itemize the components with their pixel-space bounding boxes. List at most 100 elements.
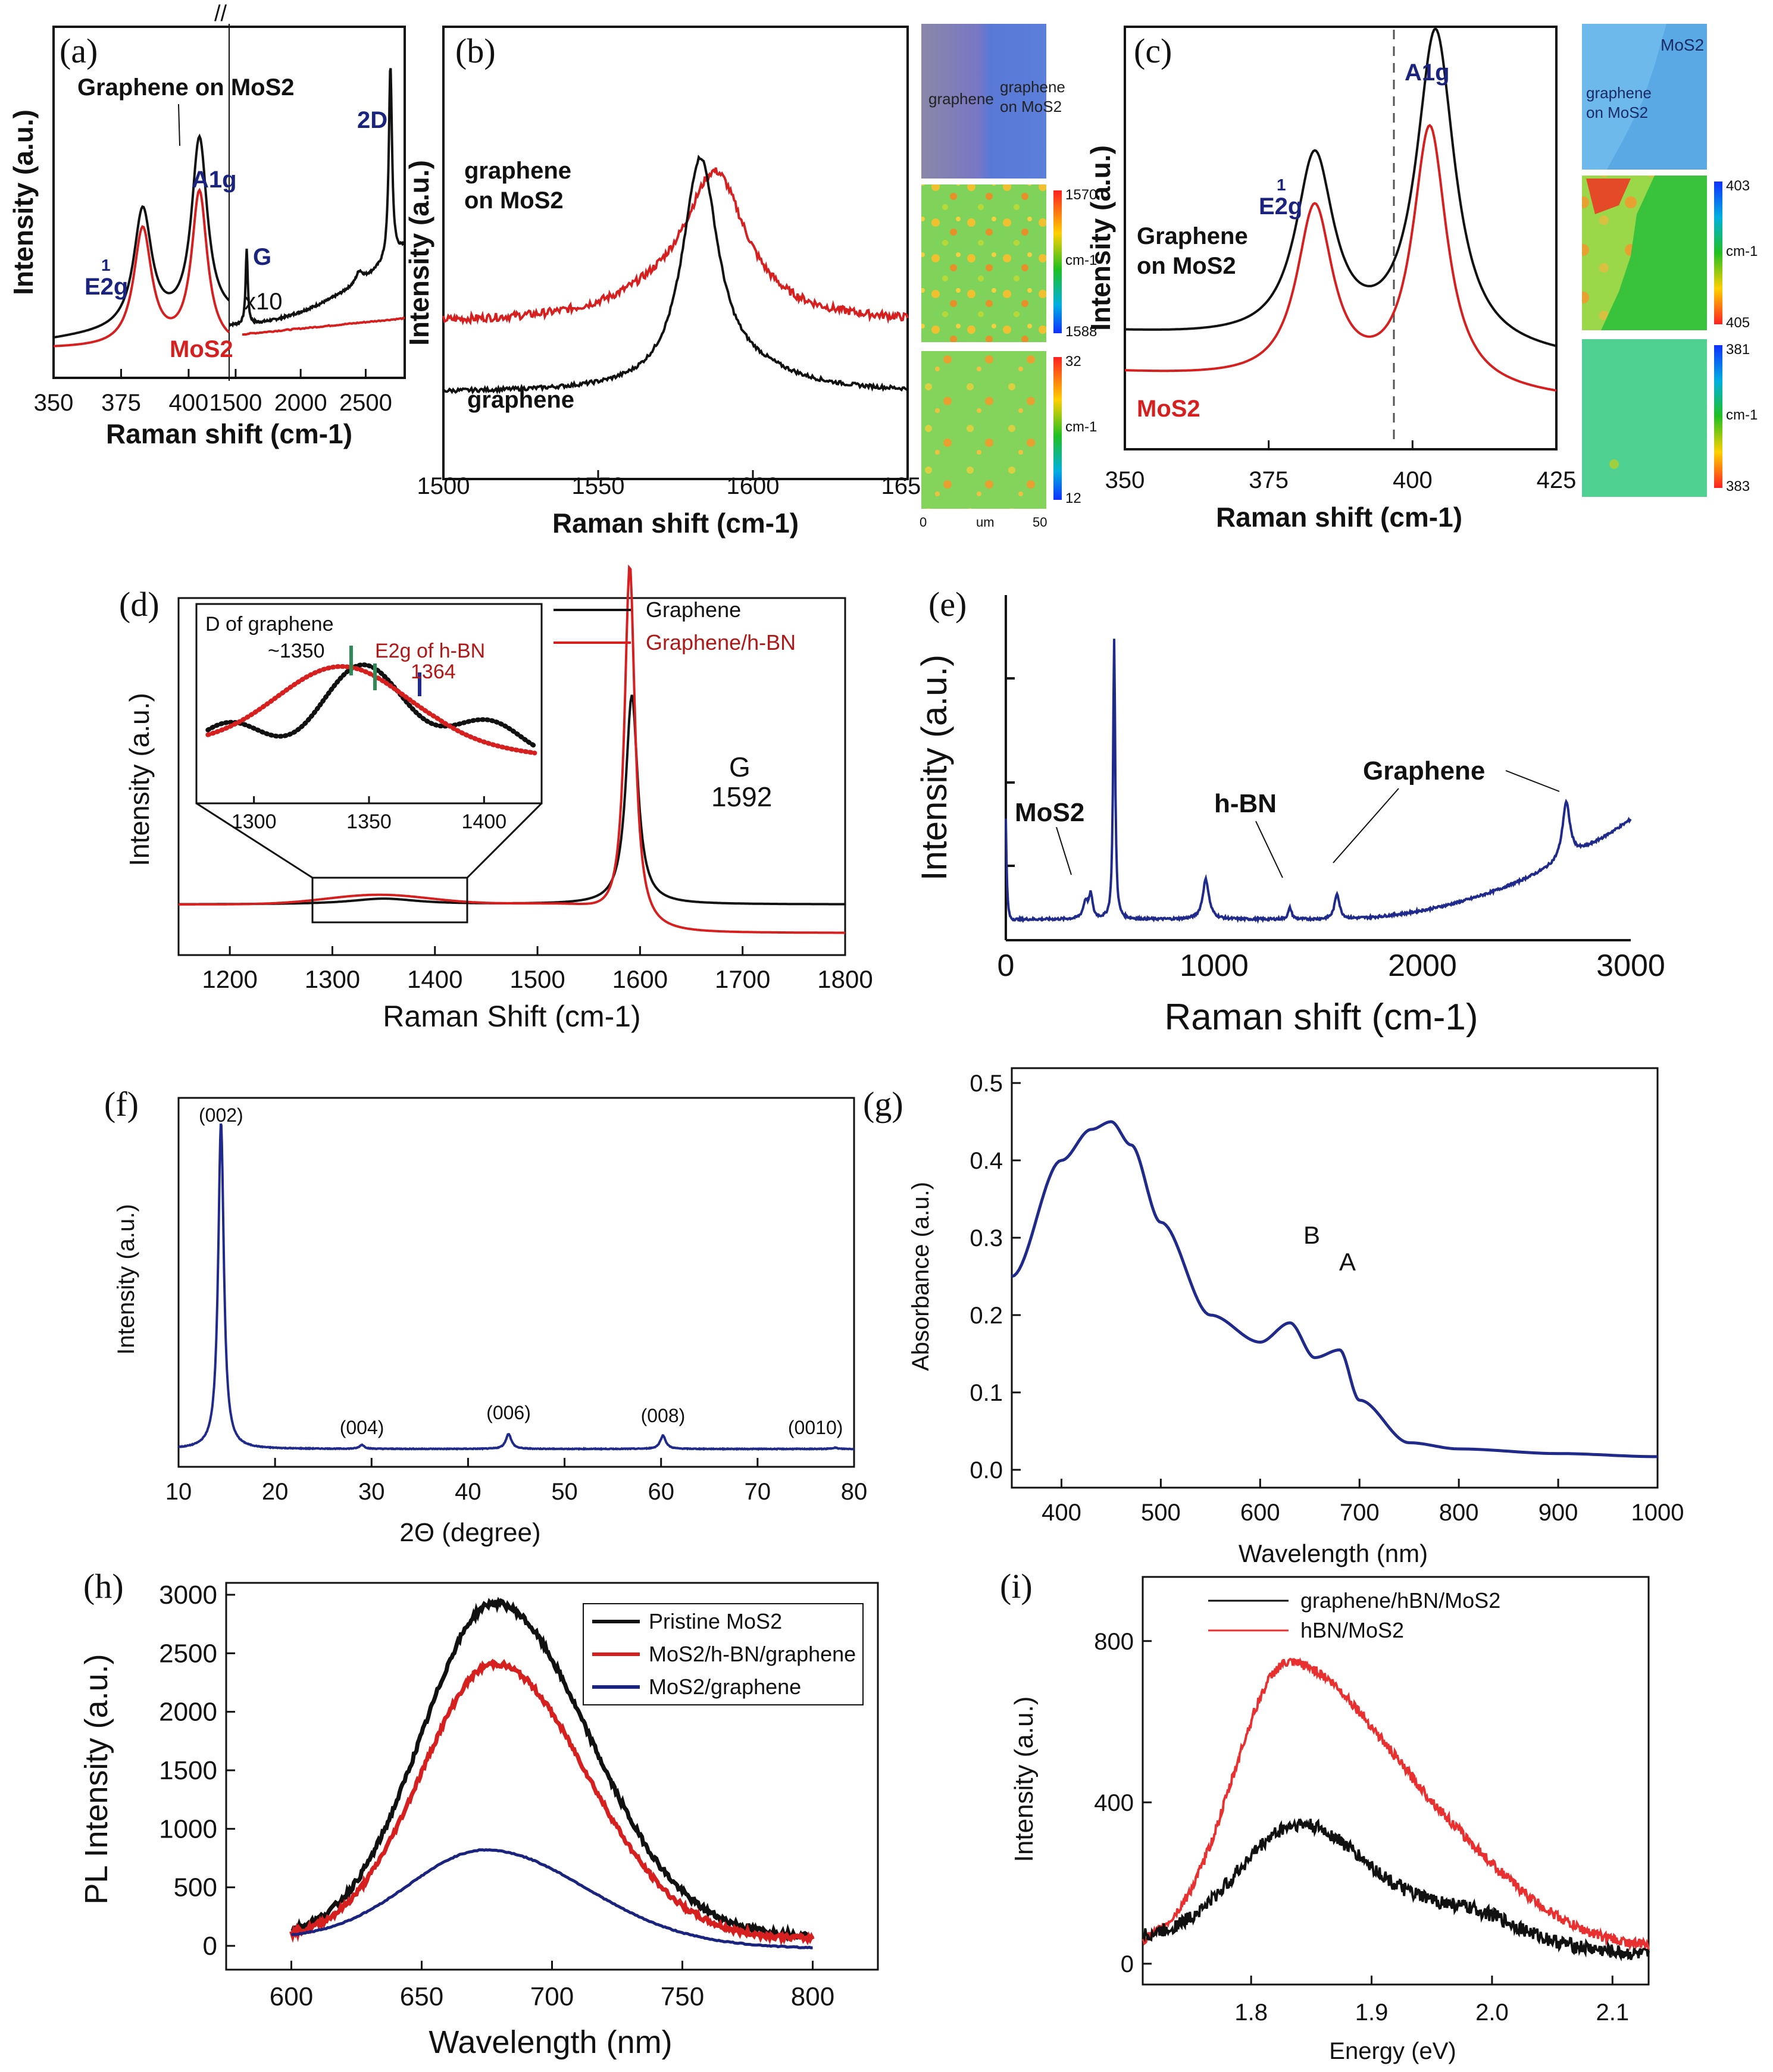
x-tick-label-d-4: 1600 xyxy=(612,965,668,993)
panel-label-h: (h) xyxy=(83,1567,124,1605)
legend-label-hbn-h: MoS2/h-BN/graphene xyxy=(649,1642,856,1666)
inset-x-tick-label-d-1: 1350 xyxy=(346,810,392,833)
x-tick-label-e-0: 0 xyxy=(997,949,1015,983)
x-tick-label-a-1: 375 xyxy=(101,390,141,416)
y-tick-label-h-4: 2000 xyxy=(159,1698,217,1727)
y-axis-label-b: Intensity (a.u.) xyxy=(404,160,434,346)
y-tick-label-g-4: 0.4 xyxy=(970,1148,1003,1174)
map-a1g-region-c xyxy=(1582,176,1655,330)
cbar1-bot-c: 405 xyxy=(1726,315,1750,331)
x-ticks-a: 350 375 400 1500 2000 2500 xyxy=(34,369,392,416)
inset-d-val-d: ~1350 xyxy=(268,640,325,662)
x-ticks-e: 0 1000 2000 3000 xyxy=(997,949,1665,983)
x-axis-label-c: Raman shift (cm-1) xyxy=(1216,502,1462,533)
annot-a1g-c: A1g xyxy=(1405,60,1450,86)
plot-frame-b xyxy=(442,26,909,480)
annot-e2g-a: E2g xyxy=(85,274,128,300)
x-axis-label-e: Raman shift (cm-1) xyxy=(1164,997,1478,1038)
annot-e2g-sup-c: 1 xyxy=(1277,176,1286,194)
panel-a: (a) // 350 375 400 1500 2000 2500 Raman shift… xyxy=(8,1,406,449)
annot-g-a: G xyxy=(253,244,271,270)
inset-e2g-label-d: E2g of h-BN xyxy=(375,640,485,662)
panel-label-b: (b) xyxy=(455,32,496,70)
series-graphene-on-mos2-a xyxy=(53,133,230,339)
x-tick-label-h-0: 600 xyxy=(270,1982,313,2011)
x-tick-label-g-6: 1000 xyxy=(1631,1500,1684,1526)
series-hbn-mos2-i xyxy=(1142,1657,1650,1952)
annot-gm-line2-b: on MoS2 xyxy=(464,187,564,214)
y-tick-label-i-2: 800 xyxy=(1094,1629,1134,1655)
annot-e2g-c: E2g xyxy=(1259,193,1302,220)
x-tick-label-g-0: 400 xyxy=(1042,1500,1081,1526)
inset-connector-left-d xyxy=(196,802,313,879)
arrow-graphene-2-e xyxy=(1505,770,1560,792)
map-axis-um-b: um xyxy=(976,515,995,530)
panel-c: (c) 350 375 400 425 Raman shift (cm-1) Inte… xyxy=(1085,24,1758,533)
peak-label-f-3: (008) xyxy=(641,1405,686,1426)
x-tick-label-i-2: 2.0 xyxy=(1475,1999,1509,2026)
x-tick-label-b-0: 1500 xyxy=(417,473,470,499)
plot-frame-c xyxy=(1124,26,1558,450)
x-tick-label-c-0: 350 xyxy=(1105,467,1145,493)
y-axis-label-f: Intensity (a.u.) xyxy=(113,1204,139,1354)
axis-ticks-i: 1.8 1.9 2.0 2.1 0 400 800 xyxy=(1094,1629,1629,2026)
inset-series-graphene-d xyxy=(205,662,537,749)
peak-label-f-4: (0010) xyxy=(788,1417,843,1438)
series-mos2-a xyxy=(54,187,230,348)
x-tick-label-d-6: 1800 xyxy=(817,965,873,993)
legend-label-pristine-h: Pristine MoS2 xyxy=(649,1609,782,1633)
legend-label-graphene-d: Graphene xyxy=(646,597,741,622)
annot-g-pos-d: 1592 xyxy=(711,781,772,812)
x-tick-label-i-3: 2.1 xyxy=(1596,1999,1629,2026)
y-axis-label-h: PL Intensity (a.u.) xyxy=(79,1654,114,1904)
y-axis-label-g: Absorbance (a.u.) xyxy=(908,1182,934,1371)
map-label-on-mos2-c: on MoS2 xyxy=(1586,104,1648,121)
inset-series-graphene-hbn-d xyxy=(205,663,537,756)
inset-e2g-val-d: 1364 xyxy=(411,661,456,683)
x-tick-label-d-3: 1500 xyxy=(509,965,565,993)
map-label-graphene-on-b: graphene xyxy=(1000,78,1065,96)
x-tick-label-d-0: 1200 xyxy=(202,965,257,993)
x-tick-label-a-0: 350 xyxy=(34,390,74,416)
x-tick-label-d-1: 1300 xyxy=(305,965,360,993)
x-tick-label-b-2: 1600 xyxy=(727,473,780,499)
x-tick-label-h-1: 650 xyxy=(400,1982,443,2011)
panel-label-f: (f) xyxy=(104,1085,139,1123)
series-pristine-mos2-h xyxy=(290,1597,814,1942)
annot-mos2-a: MoS2 xyxy=(170,336,233,362)
raman-maps-c: MoS2 graphene on MoS2 403 cm-1 405 381 c… xyxy=(1582,24,1758,497)
map-g-fwhm-b xyxy=(921,351,1046,509)
annot-2d-a: 2D xyxy=(357,107,387,133)
y-tick-label-g-2: 0.2 xyxy=(970,1303,1003,1329)
annot-graphene-b: graphene xyxy=(467,387,574,413)
y-tick-label-g-5: 0.5 xyxy=(970,1071,1003,1097)
plot-frame-f xyxy=(177,1097,855,1468)
x-tick-label-i-1: 1.9 xyxy=(1355,1999,1389,2026)
annot-a-g: A xyxy=(1339,1248,1356,1276)
colorbar-2-b xyxy=(1053,357,1062,500)
panel-label-c: (c) xyxy=(1134,32,1172,70)
y-axis-label-d: Intensity (a.u.) xyxy=(124,693,155,866)
map-axis-50-b: 50 xyxy=(1033,515,1047,530)
x-ticks-c: 350 375 400 425 xyxy=(1105,440,1577,493)
x-tick-label-c-3: 425 xyxy=(1537,467,1577,493)
x-tick-label-g-1: 500 xyxy=(1141,1500,1181,1526)
x-tick-label-c-1: 375 xyxy=(1249,467,1289,493)
map-g-position-b xyxy=(921,184,1046,342)
x-axis-label-b: Raman shift (cm-1) xyxy=(552,508,799,539)
panel-h: (h) 600 650 700 750 800 0 500 1000 1500 2000 2500 3… xyxy=(79,1567,879,2060)
arrow-mos2-e xyxy=(1056,827,1072,875)
annot-b-g: B xyxy=(1303,1221,1320,1249)
peak-label-f-2: (006) xyxy=(486,1402,531,1423)
colorbar-1-c xyxy=(1714,181,1722,324)
x-tick-label-a-4: 2000 xyxy=(274,390,327,416)
cbar1-top-c: 403 xyxy=(1726,178,1750,194)
legend-label-graphene-hbn-d: Graphene/h-BN xyxy=(646,630,796,655)
axis-ticks-g: 400 500 600 700 800 900 1000 0.0 0.1 0.2 0.3 0.4 0.5 xyxy=(970,1071,1684,1526)
x-tick-label-h-4: 800 xyxy=(791,1982,834,2011)
x-tick-label-d-2: 1400 xyxy=(407,965,462,993)
series-graphene-on-mos2-c xyxy=(1124,27,1557,348)
panel-label-e: (e) xyxy=(928,585,967,624)
annot-hbn-e: h-BN xyxy=(1214,789,1277,818)
cbar2-bot-b: 12 xyxy=(1065,490,1081,506)
